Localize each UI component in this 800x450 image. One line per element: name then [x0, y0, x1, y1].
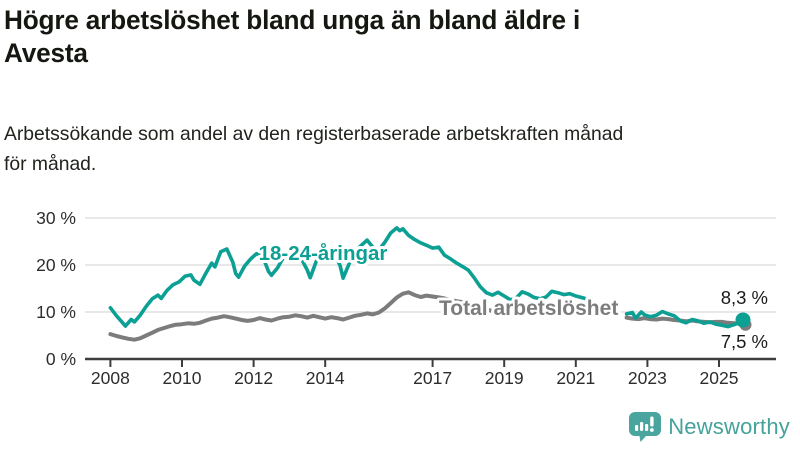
x-tick-label: 2010 — [163, 368, 202, 388]
x-tick-label: 2017 — [413, 368, 452, 388]
logo-bar-3 — [645, 424, 649, 431]
x-tick-label: 2025 — [700, 368, 739, 388]
x-tick-label: 2021 — [556, 368, 595, 388]
subtitle-line-1: Arbetssökande som andel av den registerb… — [4, 123, 624, 145]
title-line-2: Avesta — [4, 38, 88, 68]
title-line-1: Högre arbetslöshet bland unga än bland ä… — [4, 5, 581, 35]
x-tick-label: 2019 — [485, 368, 524, 388]
subtitle-line-2: för månad. — [4, 153, 97, 175]
y-tick-label: 20 % — [36, 255, 76, 275]
y-tick-label: 30 % — [36, 208, 76, 228]
newsworthy-logo-text: Newsworthy — [668, 413, 790, 439]
newsworthy-logo-icon — [629, 412, 662, 442]
logo-exclamation-dot — [650, 428, 654, 432]
end-value-label-youth: 8,3 % — [721, 287, 768, 308]
series-line-youth — [108, 226, 587, 328]
x-tick-label: 2023 — [628, 368, 667, 388]
newsworthy-logo: Newsworthy — [627, 411, 790, 442]
end-dot-youth — [735, 312, 751, 328]
series-line-youth — [624, 309, 745, 329]
y-tick-label: 10 % — [36, 302, 76, 322]
plot-area: 0 % 10 % 20 % 30 % 2008 2010 2012 2014 2017 2019 2… — [36, 208, 776, 388]
x-tick-label: 2012 — [234, 368, 273, 388]
page-title: Högre arbetslöshet bland unga än bland ä… — [4, 4, 761, 70]
series-line-total — [108, 290, 495, 342]
logo-bar-1 — [635, 425, 639, 431]
x-tick-label: 2008 — [91, 368, 130, 388]
end-value-label-total: 7,5 % — [721, 331, 768, 352]
x-tick-label: 2014 — [306, 368, 345, 388]
series-label-youth: 18-24-åringar — [259, 242, 388, 265]
logo-exclamation-bar — [650, 416, 654, 427]
logo-bar-2 — [640, 422, 644, 431]
chart-subtitle: Arbetssökande som andel av den registerb… — [4, 119, 786, 179]
series-label-total: Total arbetslöshet — [439, 297, 618, 320]
y-tick-label: 0 % — [46, 349, 76, 369]
